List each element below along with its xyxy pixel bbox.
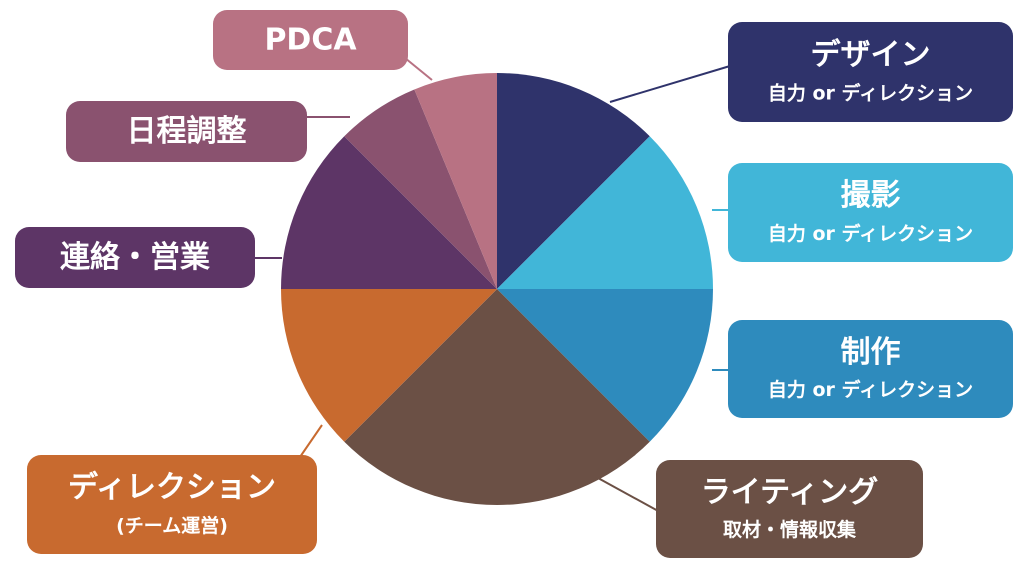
- connector: [609, 65, 731, 103]
- connector: [299, 424, 323, 458]
- slice-sublabel: 取材・情報収集: [723, 518, 857, 541]
- slice-label: 日程調整: [127, 114, 247, 149]
- slice-sublabel: 自力 or ディレクション: [768, 82, 973, 105]
- slice-label: ディレクション: [68, 470, 276, 505]
- slice-label: デザイン: [811, 38, 931, 73]
- pie-slice: [281, 289, 497, 442]
- label-box: [728, 22, 1013, 122]
- pie-slice: [497, 136, 713, 289]
- pie-slice: [281, 136, 497, 289]
- slice-label: 制作: [841, 335, 901, 370]
- slice-sublabel: 自力 or ディレクション: [768, 378, 973, 401]
- label-box: [656, 460, 923, 558]
- pie-slice: [344, 289, 650, 506]
- slice-label: 撮影: [841, 178, 901, 213]
- label-box: [728, 320, 1013, 418]
- slice-sublabel: 自力 or ディレクション: [768, 222, 973, 245]
- label-box: [213, 10, 408, 70]
- label-box: [27, 455, 317, 554]
- connector: [597, 477, 661, 513]
- pie-slice: [497, 73, 650, 289]
- label-box: [15, 227, 255, 288]
- slice-label: ライティング: [701, 475, 879, 510]
- label-box: [728, 163, 1013, 262]
- slice-sublabel: (チーム運営): [116, 514, 228, 537]
- pie-slice: [344, 89, 497, 290]
- label-box: [66, 101, 307, 162]
- pie-slice: [414, 73, 497, 289]
- pie-slice: [497, 289, 713, 442]
- slice-label: 連絡・営業: [60, 240, 210, 275]
- slice-label: PDCA: [264, 23, 357, 58]
- connector: [404, 57, 433, 81]
